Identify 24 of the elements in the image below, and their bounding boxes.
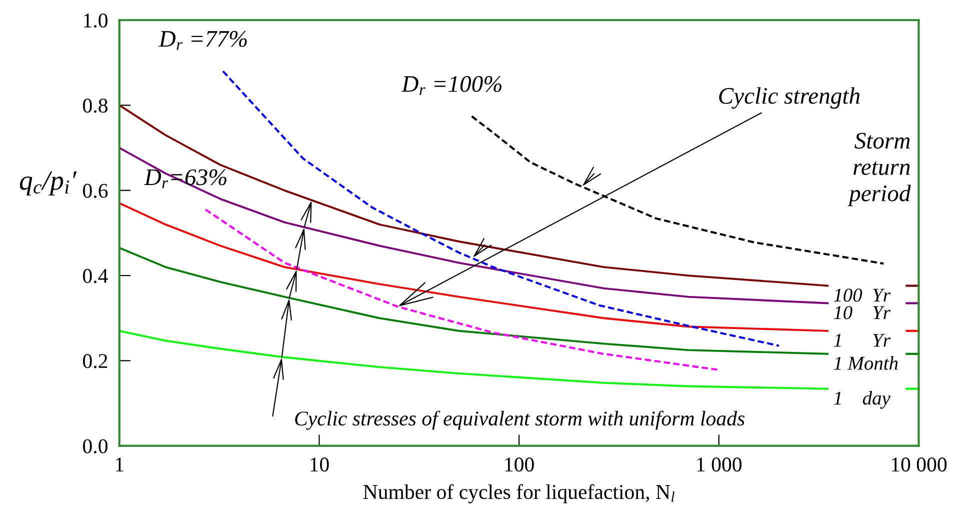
annotation: Cyclic stresses of equivalent storm with uniform loads: [295, 410, 744, 430]
annotation: Cyclic strength: [719, 87, 860, 109]
legend-label: 10 Yr: [834, 306, 890, 320]
y-tick-label: 0.0: [83, 439, 108, 454]
y-tick-label: 0.6: [83, 184, 108, 198]
y-tick-label: 0.8: [83, 98, 108, 113]
x-tick-label: 100: [505, 458, 534, 472]
legend-title: Storm return period: [848, 132, 911, 206]
x-tick-label: 10 000: [892, 458, 947, 472]
y-tick-label: 0.4: [83, 268, 108, 284]
series-label: D$_{r}$ =100%: [401, 76, 502, 95]
y-axis-title: q$_{c}$/p$_{i}$′: [20, 171, 77, 196]
legend-label: 1 Yr: [834, 334, 890, 347]
series-label: D$_{r}$ =77%: [158, 30, 247, 50]
series-label: D$_{r}$=63%: [144, 169, 226, 188]
legend-label: 1 Month: [834, 356, 898, 370]
y-tick-label: 0.2: [83, 354, 108, 368]
legend-label: 1 day: [834, 391, 890, 409]
x-axis-title: Number of cycles for liquefaction, N$_{l}$: [363, 484, 674, 504]
x-tick-label: 1: [116, 458, 124, 472]
x-tick-label: 10: [310, 458, 329, 472]
legend-label: 100 Yr: [834, 288, 890, 302]
x-tick-label: 1 000: [697, 458, 742, 472]
y-tick-label: 1.0: [84, 14, 108, 28]
